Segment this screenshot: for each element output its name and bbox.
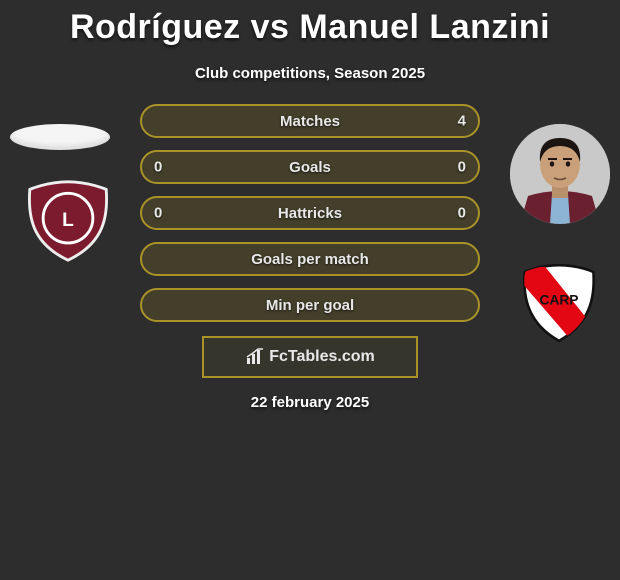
stats-container: Matches 4 0 Goals 0 0 Hattricks 0 Goals …	[0, 104, 620, 322]
stat-label: Goals	[289, 159, 331, 176]
stat-row-goals-per-match: Goals per match	[140, 242, 480, 276]
stat-row-min-per-goal: Min per goal	[140, 288, 480, 322]
stat-right-value: 0	[458, 205, 466, 222]
date-line: 22 february 2025	[0, 394, 620, 411]
stat-label: Min per goal	[266, 297, 354, 314]
branding-box: FcTables.com	[202, 336, 418, 378]
stat-label: Goals per match	[251, 251, 369, 268]
stat-row-matches: Matches 4	[140, 104, 480, 138]
stat-left-value: 0	[154, 205, 162, 222]
page-title: Rodríguez vs Manuel Lanzini	[0, 0, 620, 47]
stat-row-hattricks: 0 Hattricks 0	[140, 196, 480, 230]
subtitle: Club competitions, Season 2025	[0, 65, 620, 82]
chart-icon	[245, 347, 265, 367]
stat-label: Matches	[280, 113, 340, 130]
stat-row-goals: 0 Goals 0	[140, 150, 480, 184]
stat-right-value: 4	[458, 113, 466, 130]
stat-right-value: 0	[458, 159, 466, 176]
stat-label: Hattricks	[278, 205, 342, 222]
branding-text: FcTables.com	[269, 348, 375, 366]
stat-left-value: 0	[154, 159, 162, 176]
